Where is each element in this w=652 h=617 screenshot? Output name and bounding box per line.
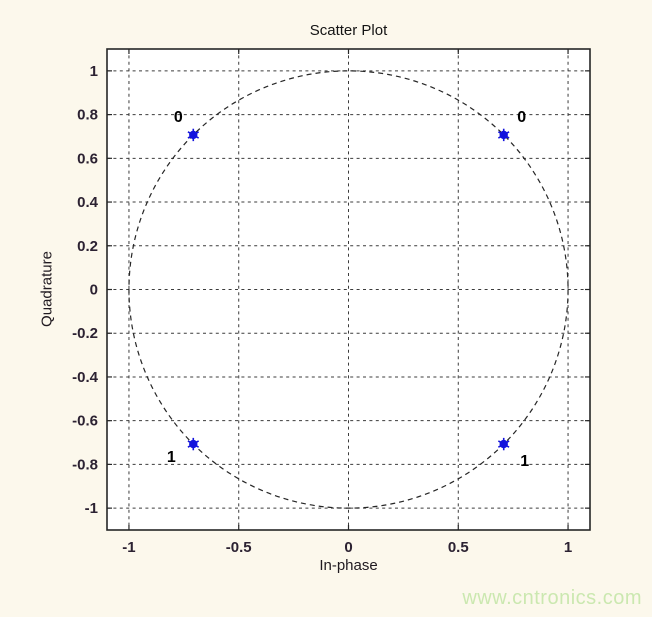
x-tick-label: -0.5 — [226, 539, 252, 556]
x-tick-label: -1 — [122, 539, 135, 556]
chart-title: Scatter Plot — [309, 22, 388, 39]
constellation-point — [189, 130, 198, 140]
y-axis-label: Quadrature — [38, 251, 56, 327]
x-tick-label: 1 — [564, 539, 572, 556]
y-tick-label: -0.8 — [72, 456, 98, 473]
unit-circle — [128, 70, 569, 509]
x-axis-label: In-phase — [319, 557, 378, 574]
y-tick-label: 0.2 — [77, 238, 98, 255]
point-label: 0 — [517, 109, 526, 126]
y-tick-label: -0.6 — [72, 413, 98, 430]
y-tick-label: -1 — [85, 500, 98, 517]
constellation-point — [499, 439, 508, 449]
y-tick-label: -0.2 — [72, 325, 98, 342]
x-tick-label: 0.5 — [448, 539, 469, 556]
point-label: 1 — [520, 453, 529, 470]
y-tick-label: 0.6 — [77, 150, 98, 167]
y-tick-label: 0.4 — [77, 194, 99, 211]
constellation-point — [499, 130, 508, 140]
plot-area — [107, 49, 590, 530]
y-tick-label: 0.8 — [77, 107, 98, 124]
watermark-text: www.cntronics.com — [462, 587, 642, 609]
y-tick-label: -0.4 — [72, 369, 99, 386]
x-tick-label: 0 — [344, 539, 352, 556]
y-tick-label: 0 — [90, 282, 98, 299]
plot-frame — [106, 48, 591, 531]
point-label: 0 — [174, 109, 183, 126]
point-label: 1 — [167, 449, 176, 466]
y-tick-label: 1 — [90, 63, 98, 80]
constellation-point — [189, 439, 198, 449]
